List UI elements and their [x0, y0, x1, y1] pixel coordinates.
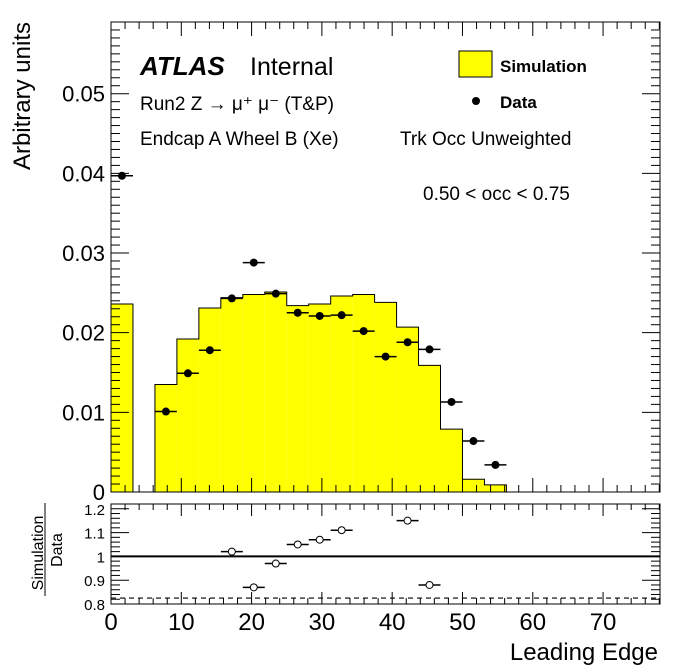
data-point [425, 345, 434, 354]
simulation-bar [330, 296, 353, 492]
annotation-range: 0.50 < occ < 0.75 [423, 184, 570, 205]
data-points [110, 171, 507, 469]
simulation-bar [374, 302, 397, 492]
ratio-ylabel-bottom: Data [49, 533, 66, 567]
main-plot-frame [110, 21, 661, 493]
ratio-y-tick-label: 0.8 [84, 597, 105, 614]
y-tick-label: 0.04 [62, 161, 105, 186]
x-axis-label: Leading Edge [510, 639, 658, 666]
ratio-points [220, 516, 441, 592]
x-tick-label: 0 [104, 609, 117, 636]
simulation-bar [484, 484, 507, 492]
simulation-bar [286, 305, 309, 492]
data-point [315, 311, 324, 320]
ratio-axes: 0.8 0.9 1 1.1 1.2 0 10 20 30 40 50 60 70 [84, 502, 660, 636]
simulation-bar [264, 292, 287, 492]
main-axes: 0 0.01 0.02 0.03 0.04 0.05 [62, 21, 660, 505]
internal-label: Internal [250, 53, 333, 81]
legend-simulation-label: Simulation [500, 57, 587, 76]
data-point [469, 437, 478, 446]
ratio-point [249, 583, 258, 592]
data-point [161, 407, 170, 416]
ratio-y-tick-label: 1.2 [84, 502, 105, 519]
y-tick-label: 0.03 [62, 241, 105, 266]
ratio-point [227, 547, 236, 556]
simulation-histogram [110, 291, 507, 493]
ratio-y-tick-label: 1 [97, 549, 105, 566]
data-point [359, 327, 368, 336]
ratio-point [425, 580, 434, 589]
simulation-bar [462, 479, 485, 492]
x-tick-label: 10 [168, 609, 195, 636]
data-point [447, 397, 456, 406]
simulation-bar [396, 327, 419, 492]
legend-simulation-swatch [458, 50, 493, 78]
legend-data-label: Data [500, 93, 537, 112]
simulation-bar [418, 365, 441, 492]
legend-data-marker [472, 97, 480, 105]
simulation-outline [110, 291, 507, 493]
ratio-reference-lines [111, 555, 660, 599]
simulation-bar [198, 307, 221, 492]
x-tick-label: 50 [449, 609, 476, 636]
ratio-point [271, 559, 280, 568]
data-point [293, 308, 302, 317]
simulation-bar [308, 304, 331, 492]
x-tick-label: 30 [309, 609, 336, 636]
ratio-point [403, 516, 412, 525]
ratio-point [315, 535, 324, 544]
simulation-bar [220, 297, 243, 492]
ratio-point [293, 540, 302, 549]
data-point [491, 460, 500, 469]
ratio-ylabel-top: Simulation [30, 516, 47, 591]
annotation-line1: Run2 Z → μ⁺ μ⁻ (T&P) [140, 94, 334, 115]
x-tick-label: 40 [379, 609, 406, 636]
simulation-bar [352, 294, 375, 492]
simulation-bar [111, 304, 133, 492]
data-point [381, 352, 390, 361]
ratio-plot-frame [110, 503, 661, 605]
y-tick-label: 0.05 [62, 82, 105, 107]
simulation-bar [440, 429, 463, 492]
y-tick-label: 0.01 [62, 400, 105, 425]
atlas-label: ATLAS [139, 51, 225, 81]
data-point [403, 338, 412, 347]
y-tick-label: 0.02 [62, 321, 105, 346]
ratio-point [337, 526, 346, 535]
simulation-bar [154, 384, 177, 492]
data-point [205, 346, 214, 355]
simulation-bar [176, 339, 199, 492]
data-point [227, 294, 236, 303]
annotation-line3: Trk Occ Unweighted [400, 129, 571, 150]
y-tick-label: 0 [93, 480, 105, 505]
data-point [183, 369, 192, 378]
data-point [337, 311, 346, 320]
ratio-y-tick-label: 1.1 [84, 526, 105, 543]
data-point [249, 258, 258, 267]
x-tick-label: 20 [238, 609, 265, 636]
x-tick-label: 70 [590, 609, 617, 636]
ratio-y-tick-label: 0.9 [84, 573, 105, 590]
simulation-bar [242, 294, 265, 492]
y-axis-label: Arbitrary units [9, 22, 36, 170]
data-point [271, 289, 280, 298]
x-tick-label: 60 [519, 609, 546, 636]
annotation-line2: Endcap A Wheel B (Xe) [140, 129, 339, 150]
